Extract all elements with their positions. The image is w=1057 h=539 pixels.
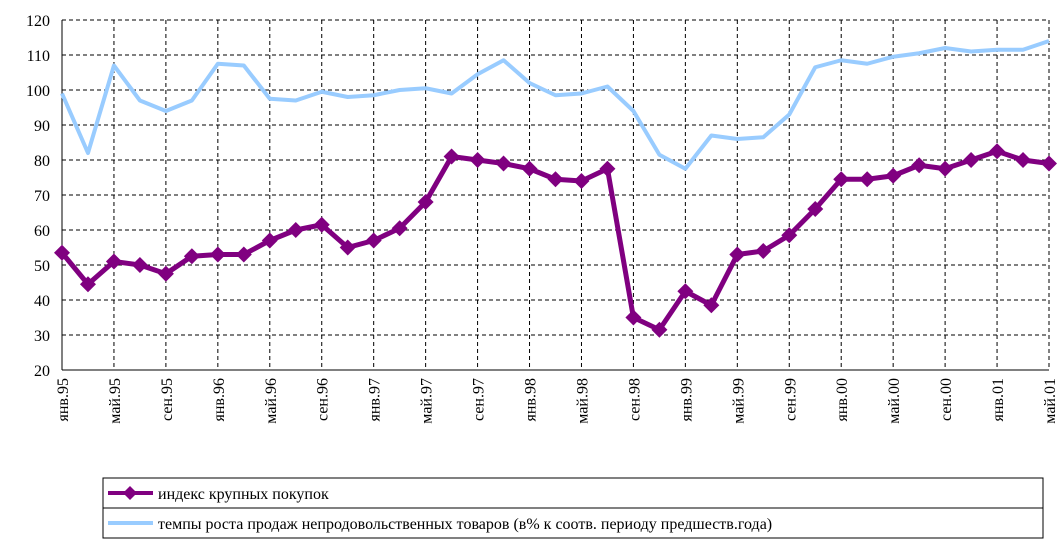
marker [885,167,902,184]
x-tick-label: янв.98 [523,378,540,421]
marker [443,148,460,165]
x-tick-label: май.95 [107,378,124,424]
marker [833,171,850,188]
x-tick-label: янв.95 [55,378,72,421]
x-tick-label: сен.00 [938,378,955,421]
x-tick-label: сен.99 [782,378,799,421]
marker [755,243,772,259]
marker [79,276,96,293]
marker [521,160,538,177]
x-tick-label: май.97 [419,378,436,424]
y-tick-label: 80 [34,153,50,170]
marker [365,232,382,249]
marker [859,171,876,188]
x-tick-label: янв.00 [834,378,851,421]
y-tick-label: 30 [34,328,50,345]
y-tick-label: 60 [34,223,50,240]
marker [573,173,590,189]
x-tick-label: май.98 [574,378,591,424]
marker [599,160,616,177]
x-tick-label: янв.01 [990,378,1007,421]
marker [937,160,954,177]
y-tick-label: 40 [34,293,50,310]
marker [417,194,434,210]
x-tick-label: сен.98 [626,378,643,421]
marker [105,253,122,270]
x-tick-label: янв.97 [367,378,384,421]
marker [963,152,980,168]
marker [677,283,694,300]
marker [469,152,486,168]
marker [729,246,746,263]
legend-label: индекс крупных покупок [158,486,329,503]
marker [781,227,798,244]
y-tick-label: 100 [26,83,50,100]
marker [183,248,200,265]
x-tick-label: сен.96 [315,378,332,421]
marker [651,321,668,338]
legend-label: темпы роста продаж непродовольственных т… [158,516,772,533]
marker [807,201,824,217]
x-tick-label: май.99 [730,378,747,424]
marker [625,309,642,326]
marker [989,143,1006,160]
marker [911,157,928,174]
marker [131,257,148,273]
x-tick-label: янв.99 [678,378,695,421]
legend-box [102,507,1044,539]
marker [547,171,564,188]
marker [157,265,174,282]
x-tick-label: сен.97 [471,378,488,421]
y-tick-label: 70 [34,188,50,205]
y-tick-label: 110 [27,48,50,65]
x-tick-label: май.01 [1042,378,1057,424]
y-tick-label: 20 [34,363,50,380]
x-tick-label: сен.95 [159,378,176,421]
x-tick-label: янв.96 [211,378,228,421]
marker [235,246,252,263]
y-tick-label: 90 [34,118,50,135]
marker [703,297,720,314]
series-line [60,39,1050,171]
marker [339,239,356,256]
marker [54,244,70,261]
legend-marker [123,486,137,500]
marker [1015,152,1032,168]
x-tick-label: май.00 [886,378,903,424]
marker [495,155,512,172]
x-tick-label: май.96 [263,378,280,424]
y-tick-label: 50 [34,258,50,275]
marker [261,232,278,249]
marker [1041,155,1057,172]
marker [209,246,226,263]
y-tick-label: 120 [26,13,50,30]
marker [287,222,304,238]
marker [313,216,330,233]
marker [391,220,408,237]
